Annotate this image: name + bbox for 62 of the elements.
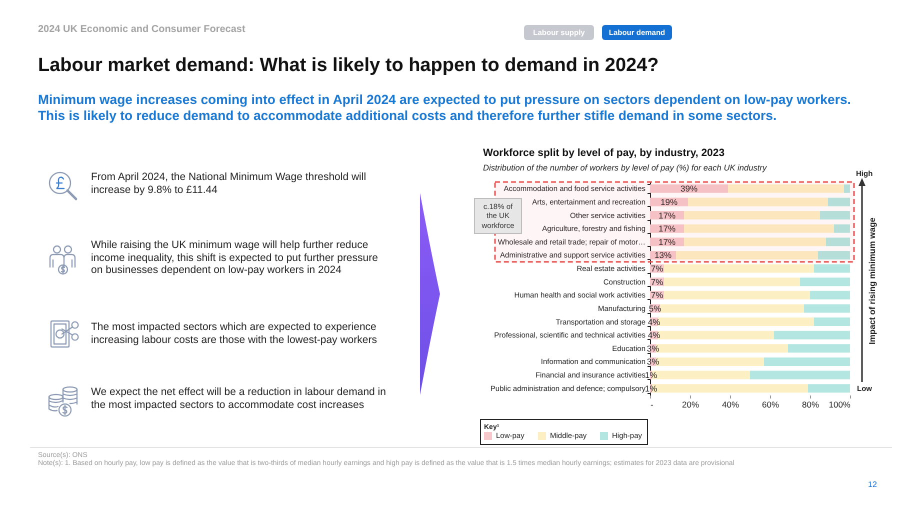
bar: [826, 238, 850, 246]
text: Impact of rising minimum wage: [867, 217, 877, 345]
bar: [800, 278, 850, 286]
x-tick-label: -: [650, 400, 654, 410]
bar: [828, 198, 850, 206]
data-label: 17%: [658, 224, 676, 234]
data-label: 4%: [648, 330, 661, 340]
data-label: 17%: [658, 236, 676, 247]
text: The most impacted sectors which are expected to experience increasing labour costs are those with the lowest-pay workers: [91, 321, 378, 346]
data-label: 39%: [680, 184, 698, 194]
data-label: 19%: [660, 196, 678, 207]
bar: [688, 198, 828, 206]
data-label: 7%: [650, 264, 664, 274]
data-label: 4%: [648, 316, 661, 327]
bar: [664, 290, 810, 300]
bar: [834, 224, 850, 233]
bar: [676, 250, 818, 260]
bar: [750, 370, 850, 380]
bar: [774, 330, 850, 340]
bar: [788, 344, 850, 353]
bar: [818, 250, 850, 260]
bar: [814, 264, 850, 273]
x-tick-label: 60%: [762, 400, 780, 410]
text: 12: [868, 480, 877, 489]
bar: [684, 224, 834, 233]
bar: [810, 290, 850, 300]
text: From April 2024, the National Minimum Wage threshold will increase by 9.8% to £11.44: [91, 171, 368, 196]
bar: [820, 211, 850, 220]
data-label: 5%: [648, 303, 662, 314]
bar: [804, 304, 850, 313]
data-label: 1%: [644, 370, 658, 380]
data-label: 7%: [650, 290, 664, 300]
bar: [684, 211, 820, 220]
bar: [844, 184, 850, 193]
bar: [664, 264, 814, 273]
bar: [660, 304, 804, 313]
data-label: 1%: [644, 383, 658, 394]
bar: [684, 238, 826, 246]
text: We expect the net effect will be a reduction in labour demand in the most impacted sectors to accommodate cost increases: [91, 386, 387, 412]
data-label: 7%: [650, 276, 664, 287]
bar: [808, 384, 850, 393]
bar: [814, 318, 850, 326]
data-label: 3%: [646, 343, 660, 354]
bar: [664, 278, 800, 286]
text: Labour market demand: What is likely to happen to demand in 2024?: [38, 55, 659, 77]
data-label: 17%: [658, 210, 676, 220]
text: 2024 UK Economic and Consumer Forecast: [38, 24, 246, 35]
x-tick-label: 80%: [802, 400, 820, 410]
bar: [728, 184, 844, 193]
bar: [658, 318, 814, 326]
x-tick-label: 20%: [682, 400, 700, 410]
bar: [658, 330, 774, 340]
data-label: 13%: [654, 250, 672, 260]
text: Minimum wage increases coming into effect in April 2024 are expected to put pressure on sectors dependent on low-pay workers. This is likely to reduce demand to accommodate additional costs and therefore further stifle demand in some sectors.: [38, 92, 852, 124]
x-tick-label: 40%: [722, 400, 740, 410]
x-tick-label: 100%: [828, 400, 851, 410]
chart-subtitle: Distribution of the number of workers by level of pay (%) for each UK industry: [483, 162, 768, 173]
data-label: 3%: [646, 356, 660, 367]
chart-title: Workforce split by level of pay, by industry, 2023: [483, 147, 725, 160]
text: While raising the UK minimum wage will help further reduce income inequality, this shift is expected to put further pressure on businesses dependent on low-pay workers in 2024: [91, 239, 379, 277]
bar: [650, 184, 728, 193]
bar: [764, 357, 850, 366]
